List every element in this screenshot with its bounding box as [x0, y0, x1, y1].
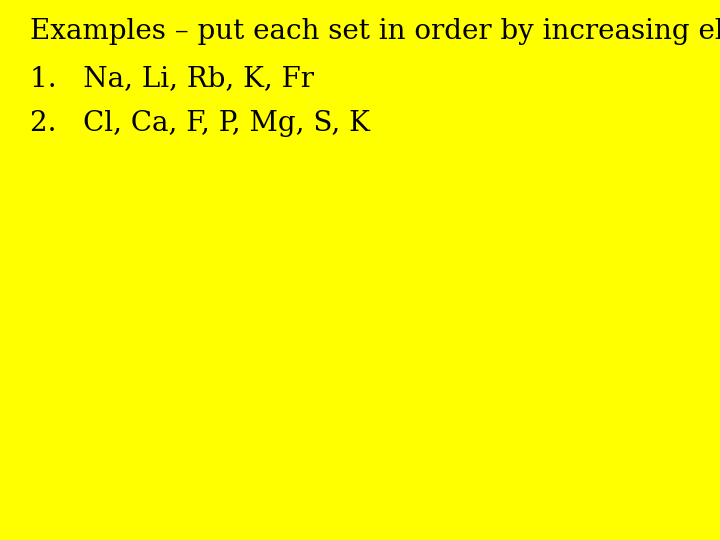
Text: Examples – put each set in order by increasing electronegativity:: Examples – put each set in order by incr… [30, 18, 720, 45]
Text: 2.   Cl, Ca, F, P, Mg, S, K: 2. Cl, Ca, F, P, Mg, S, K [30, 110, 370, 137]
Text: 1.   Na, Li, Rb, K, Fr: 1. Na, Li, Rb, K, Fr [30, 65, 314, 92]
